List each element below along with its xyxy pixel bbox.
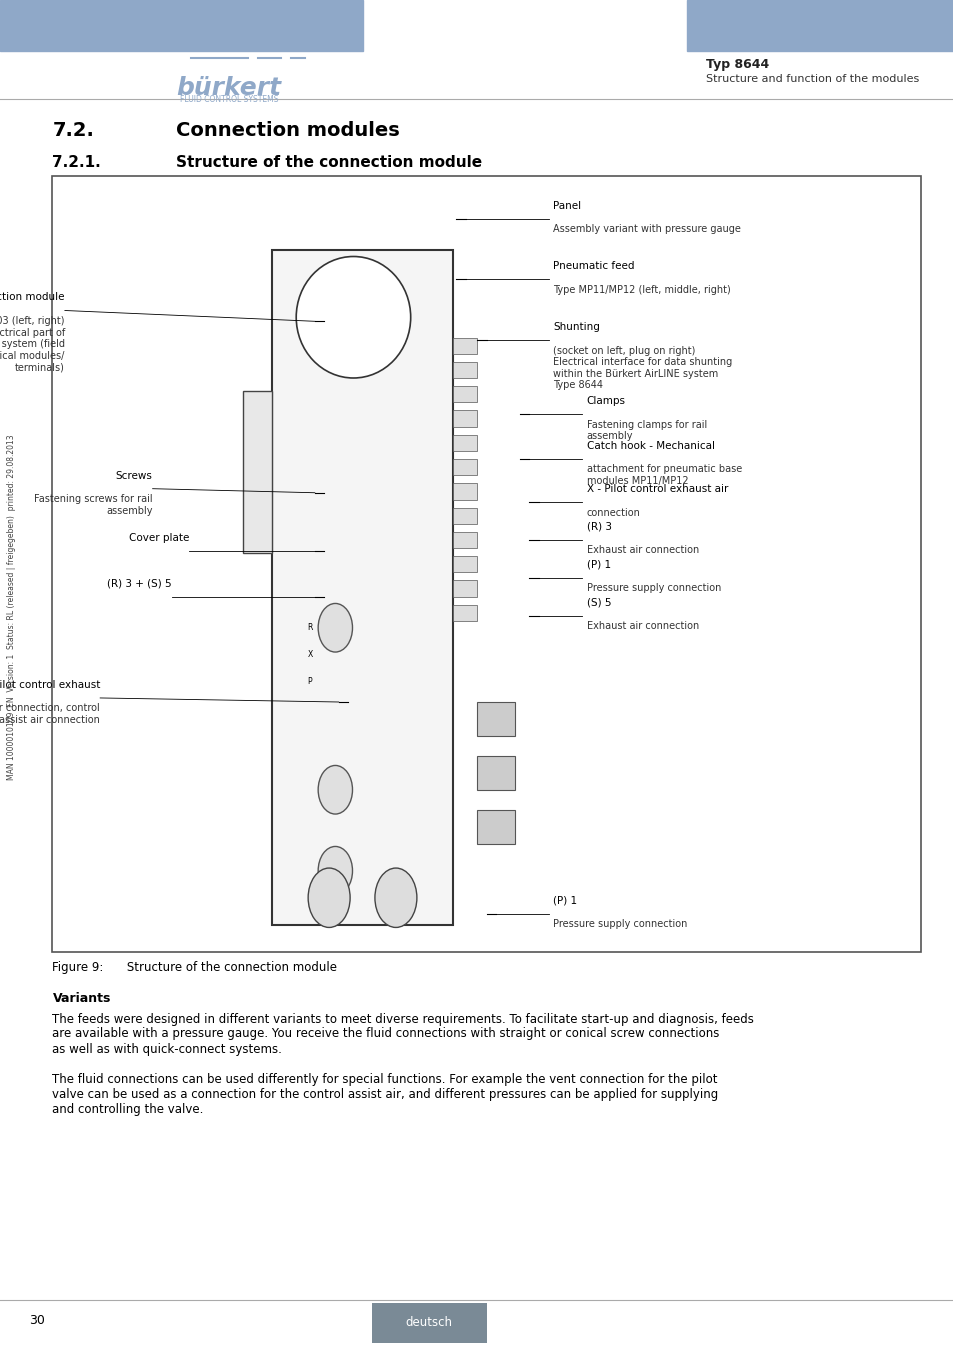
Bar <box>453 410 476 427</box>
Bar <box>453 508 476 524</box>
Text: Catch hook - Mechanical: Catch hook - Mechanical <box>586 441 714 451</box>
Bar <box>686 0 953 51</box>
Bar <box>453 556 476 572</box>
Bar <box>453 362 476 378</box>
Text: (socket on left, plug on right)
Electrical interface for data shunting
within th: (socket on left, plug on right) Electric… <box>553 346 732 390</box>
Text: MAN 1000010109  EN  Version: 1  Status: RL (released | freigegeben)  printed: 29: MAN 1000010109 EN Version: 1 Status: RL … <box>7 435 16 780</box>
Circle shape <box>318 603 352 652</box>
Text: Assembly variant with pressure gauge: Assembly variant with pressure gauge <box>553 224 740 234</box>
Text: Type MP11/MP12 (left, middle, right): Type MP11/MP12 (left, middle, right) <box>553 285 730 294</box>
Text: 30: 30 <box>29 1314 45 1327</box>
Circle shape <box>318 846 352 895</box>
Text: deutsch: deutsch <box>405 1316 453 1330</box>
Bar <box>453 386 476 402</box>
Circle shape <box>375 868 416 927</box>
Text: Clamps: Clamps <box>586 397 625 406</box>
Text: The feeds were designed in different variants to meet diverse requirements. To f: The feeds were designed in different var… <box>52 1012 754 1056</box>
Bar <box>453 338 476 354</box>
Ellipse shape <box>295 256 410 378</box>
Text: P: P <box>308 678 312 686</box>
Bar <box>243 392 272 554</box>
Text: Typ 8644: Typ 8644 <box>705 58 768 72</box>
Text: (R) 3: (R) 3 <box>586 522 611 532</box>
Text: Connection modules: Connection modules <box>176 122 400 140</box>
Text: X: X <box>307 651 313 659</box>
Bar <box>453 435 476 451</box>
Bar <box>453 605 476 621</box>
Text: Pressure supply connection: Pressure supply connection <box>553 919 687 929</box>
Text: (P) 1: (P) 1 <box>586 560 610 570</box>
Text: Fastening clamps for rail
assembly: Fastening clamps for rail assembly <box>586 420 706 441</box>
FancyBboxPatch shape <box>476 756 515 790</box>
Text: (P) 1: (P) 1 <box>553 896 577 906</box>
Text: Structure and function of the modules: Structure and function of the modules <box>705 74 919 84</box>
FancyBboxPatch shape <box>476 702 515 736</box>
Text: bürkert: bürkert <box>176 76 281 100</box>
Text: The fluid connections can be used differently for special functions. For example: The fluid connections can be used differ… <box>52 1073 718 1116</box>
Text: Exhaust air connection: Exhaust air connection <box>586 621 699 630</box>
Text: Variants: Variants <box>52 992 111 1006</box>
Bar <box>52 176 920 952</box>
Bar <box>0 0 362 51</box>
Text: R: R <box>307 624 313 632</box>
Text: Pneumatic feed: Pneumatic feed <box>553 262 634 271</box>
Text: attachment for pneumatic base
modules MP11/MP12: attachment for pneumatic base modules MP… <box>586 464 741 486</box>
FancyBboxPatch shape <box>272 250 453 925</box>
Bar <box>453 459 476 475</box>
Text: (S) 5: (S) 5 <box>586 598 611 608</box>
Text: Shunting: Shunting <box>553 323 599 332</box>
Text: Panel: Panel <box>553 201 580 211</box>
Text: 7.2.: 7.2. <box>52 122 94 140</box>
Bar <box>372 1303 486 1343</box>
Text: X - Pilot control exhaust: X - Pilot control exhaust <box>0 680 100 690</box>
Text: Screws: Screws <box>115 471 152 481</box>
Bar <box>453 580 476 597</box>
Text: connection: connection <box>586 508 639 517</box>
Circle shape <box>308 868 350 927</box>
FancyBboxPatch shape <box>476 810 515 844</box>
Bar <box>453 483 476 499</box>
Text: (R) 3 + (S) 5: (R) 3 + (S) 5 <box>107 579 172 589</box>
Text: Structure of the connection module: Structure of the connection module <box>176 155 482 170</box>
Text: Cover plate: Cover plate <box>129 533 189 543</box>
Text: Pressure supply connection: Pressure supply connection <box>586 583 720 593</box>
Bar <box>453 532 476 548</box>
Text: Exhaust air connection: Exhaust air connection <box>586 545 699 555</box>
Text: X - Pilot control exhaust air: X - Pilot control exhaust air <box>586 485 727 494</box>
Text: Type ME02/ME03 (left, right)
Interface to electrical part of
the automation syst: Type ME02/ME03 (left, right) Interface t… <box>0 316 65 373</box>
Text: 7.2.1.: 7.2.1. <box>52 155 101 170</box>
Text: air connection, control
assist air connection: air connection, control assist air conne… <box>0 703 100 725</box>
Text: Electrical connection module: Electrical connection module <box>0 293 65 302</box>
Text: FLUID CONTROL SYSTEMS: FLUID CONTROL SYSTEMS <box>179 95 278 104</box>
Circle shape <box>318 765 352 814</box>
Text: Figure 9:  Structure of the connection module: Figure 9: Structure of the connection mo… <box>52 961 337 975</box>
Text: Fastening screws for rail
assembly: Fastening screws for rail assembly <box>34 494 152 516</box>
